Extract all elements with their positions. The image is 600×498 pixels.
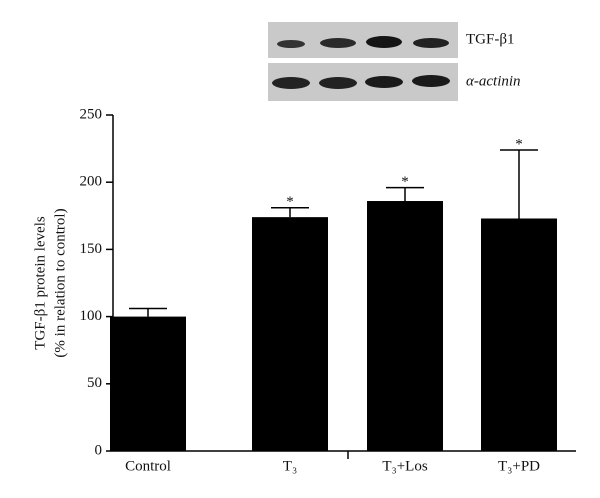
blot-band [319,77,357,89]
y-axis-label: TGF-β1 protein levels [32,216,48,350]
y-tick-label: 50 [87,375,102,391]
bar [367,201,443,451]
y-tick-label: 200 [80,174,103,190]
x-tick-label: T₃ [283,458,297,474]
blot-band [320,38,356,48]
y-tick-label: 250 [80,106,103,122]
blot-band [366,36,402,48]
blot-label: TGF-β1 [466,31,514,47]
bar [110,316,186,451]
y-tick-label: 100 [80,308,103,324]
y-tick-label: 0 [95,442,103,458]
bar [252,217,328,451]
blot-band [412,75,450,87]
blot-band [272,77,310,89]
blot-band [413,38,449,48]
significance-label: * [515,136,523,152]
blot-band [365,76,403,88]
blot-band [277,40,305,48]
blot-label: α-actinin [466,73,521,89]
x-tick-label: T₃+PD [498,458,540,474]
significance-label: * [401,174,409,190]
bar [481,218,557,451]
significance-label: * [286,194,294,210]
x-tick-label: Control [125,458,171,474]
x-tick-label: T₃+Los [382,458,428,474]
y-tick-label: 150 [80,241,103,257]
western-blot: TGF-β1 α-actinin [268,22,521,101]
y-axis-label: (% in relation to control) [52,208,68,357]
